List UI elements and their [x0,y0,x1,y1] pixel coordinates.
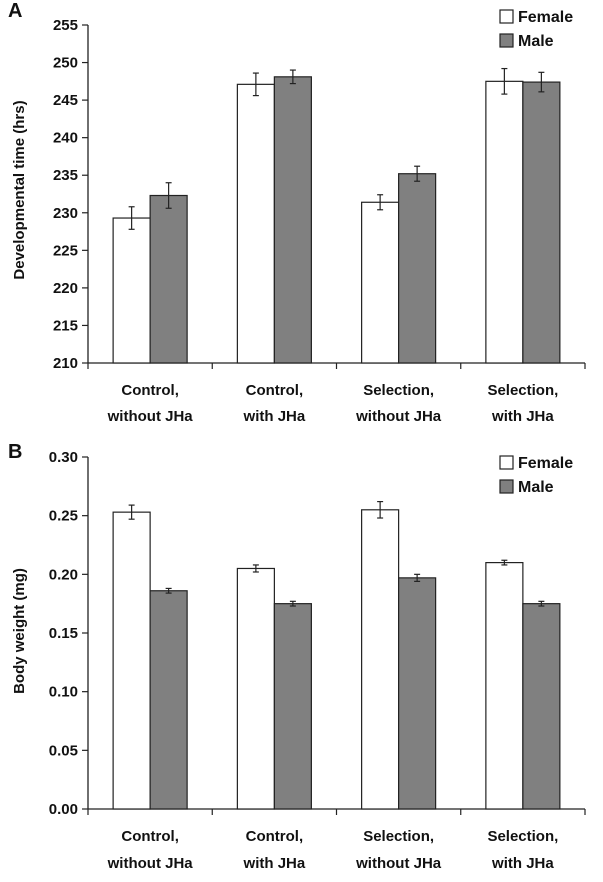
panel-label-b: B [8,441,22,463]
category-label-b-0-line2: without JHa [107,855,194,872]
category-label-b-3-line1: Selection, [487,828,558,845]
category-label-b-2-line1: Selection, [363,828,434,845]
bar-b-male-3 [522,603,561,810]
bar-a-female-3 [485,80,524,364]
category-label-a-0-line2: without JHa [107,408,194,425]
bar-a-male-3 [522,81,561,364]
y-tick-label-b-6: 0.30 [49,449,78,466]
category-label-b-1-line1: Control, [246,828,304,845]
category-label-a-3-line1: Selection, [487,382,558,399]
y-tick-label-a-5: 235 [53,167,78,184]
bar-b-male-0 [149,590,188,810]
bar-b-female-0 [112,511,151,810]
y-tick-label-a-8: 250 [53,55,78,72]
legend-swatch-b-female [499,455,514,470]
y-axis-title-b: Body weight (mg) [11,568,28,694]
category-label-b-3-line2: with JHa [491,855,554,872]
category-label-b-2-line2: without JHa [355,855,442,872]
bar-a-male-0 [149,194,188,364]
legend-swatch-b-male [499,479,514,494]
y-tick-label-a-2: 220 [53,280,78,297]
bar-a-male-1 [273,76,312,364]
bar-b-male-2 [398,577,437,810]
bar-a-male-2 [398,173,437,364]
legend-label-a-male: Male [518,33,554,50]
legend-label-a-female: Female [518,9,573,26]
category-label-a-1-line2: with JHa [243,408,306,425]
y-tick-label-a-7: 245 [53,92,78,109]
legend-swatch-a-male [499,33,514,48]
y-tick-label-b-5: 0.25 [49,508,78,525]
y-tick-label-a-6: 240 [53,130,78,147]
y-tick-label-a-4: 230 [53,205,78,222]
y-tick-label-b-1: 0.05 [49,742,78,759]
y-tick-label-b-0: 0.00 [49,801,78,818]
legend-label-b-female: Female [518,455,573,472]
y-tick-label-a-9: 255 [53,17,78,34]
category-label-a-1-line1: Control, [246,382,304,399]
bar-b-male-1 [273,603,312,810]
y-tick-label-a-3: 225 [53,242,78,259]
category-label-b-0-line1: Control, [121,828,179,845]
y-tick-label-b-4: 0.20 [49,566,78,583]
panel-label-a: A [8,0,22,22]
category-label-a-2-line2: without JHa [355,408,442,425]
category-label-b-1-line2: with JHa [243,855,306,872]
y-tick-label-a-1: 215 [53,317,78,334]
bar-a-female-1 [236,83,275,364]
category-label-a-3-line2: with JHa [491,408,554,425]
legend-label-b-male: Male [518,479,554,496]
bar-b-female-3 [485,561,524,810]
bar-b-female-2 [361,509,400,810]
y-tick-label-a-0: 210 [53,355,78,372]
y-tick-label-b-2: 0.10 [49,684,78,701]
bar-a-female-0 [112,217,151,364]
y-axis-title-a: Developmental time (hrs) [11,100,28,279]
y-tick-label-b-3: 0.15 [49,625,78,642]
chart-b-svg: B Body weight (mg) 0.00 0.05 0.10 0.15 0.20 0.2… [8,441,586,872]
legend-swatch-a-female [499,9,514,24]
category-label-a-2-line1: Selection, [363,382,434,399]
bar-b-female-1 [236,567,275,810]
chart-panel-a: A Developmental time (hrs) 210 215 220 225 230… [8,0,586,425]
category-label-a-0-line1: Control, [121,382,179,399]
chart-panel-b: B Body weight (mg) 0.00 0.05 0.10 0.15 0.20 0.2… [0,441,603,882]
bar-a-female-2 [361,201,400,364]
chart-a-svg: A Developmental time (hrs) 210 215 220 225 230… [8,0,586,425]
